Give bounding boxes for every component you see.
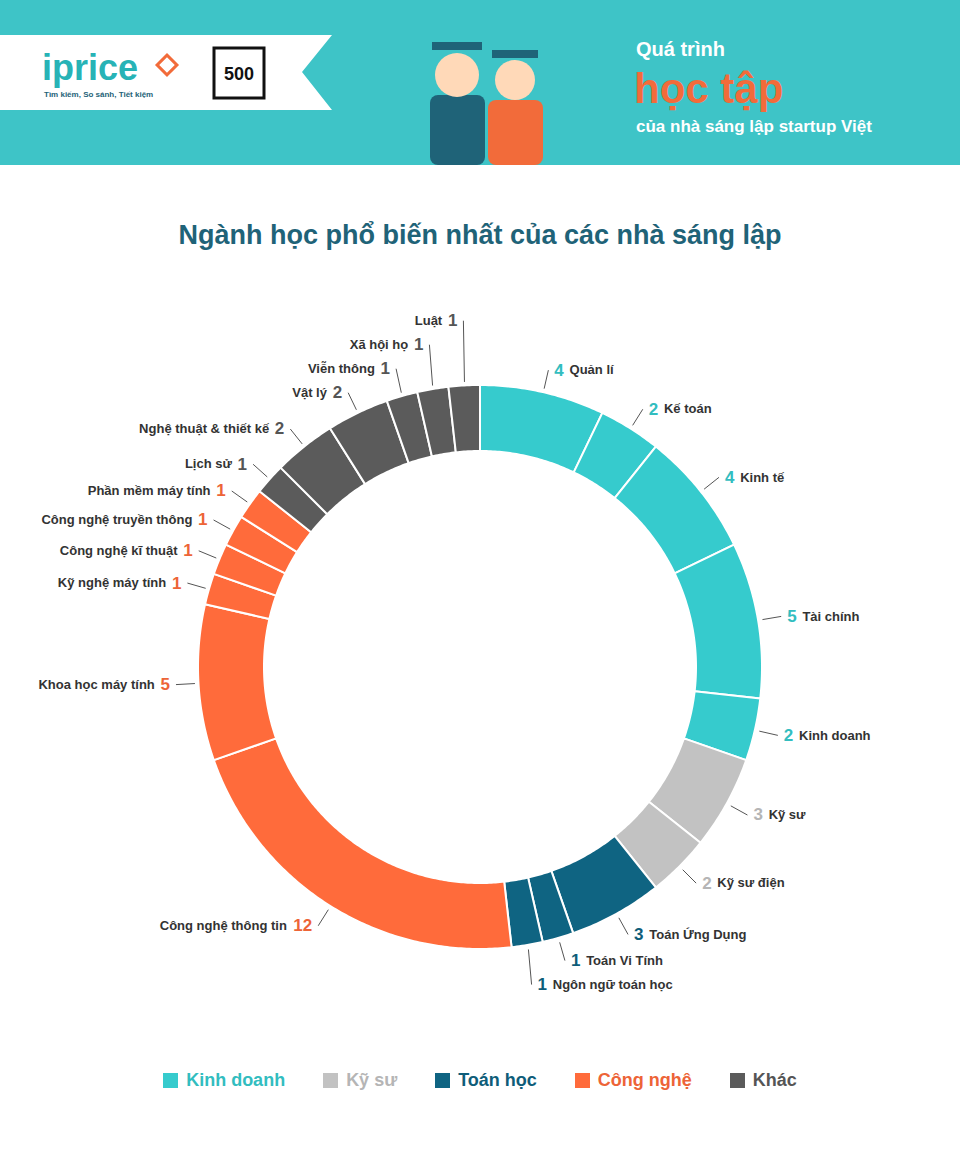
svg-text:Nghệ thuật & thiết kế: Nghệ thuật & thiết kế — [139, 421, 270, 436]
svg-text:Luật: Luật — [415, 313, 443, 328]
svg-text:Tìm kiếm, So sánh, Tiết kiệm: Tìm kiếm, So sánh, Tiết kiệm — [44, 90, 153, 99]
svg-text:Kỹ nghệ máy tính: Kỹ nghệ máy tính — [58, 575, 166, 590]
html-text:Khác: Khác — [752, 1069, 797, 1090]
svg-text:1: 1 — [538, 975, 547, 994]
html-text:Kinh doanh: Kinh doanh — [186, 1069, 286, 1090]
svg-text:Toán Vi Tính: Toán Vi Tính — [586, 953, 663, 968]
svg-text:Quản lí: Quản lí — [570, 362, 614, 377]
html-text:Kỹ sư: Kỹ sư — [346, 1069, 398, 1090]
svg-text:Kinh doanh: Kinh doanh — [799, 728, 871, 743]
svg-text:1: 1 — [238, 455, 247, 474]
svg-text:Kỹ sư: Kỹ sư — [769, 807, 806, 822]
svg-text:Ngôn ngữ toán học: Ngôn ngữ toán học — [553, 977, 673, 992]
svg-text:1: 1 — [183, 541, 192, 560]
svg-text:Toán Ứng Dụng: Toán Ứng Dụng — [649, 927, 746, 942]
svg-text:3: 3 — [753, 805, 762, 824]
svg-text:2: 2 — [784, 726, 793, 745]
html-text:Ngành học phổ biến nhất của cá: Ngành học phổ biến nhất của các nhà sáng… — [178, 220, 782, 250]
svg-text:Vật lý: Vật lý — [292, 385, 327, 400]
svg-text:của nhà sáng lập startup Việt: của nhà sáng lập startup Việt — [636, 117, 872, 136]
svg-text:1: 1 — [414, 335, 423, 354]
html-text:Công nghệ: Công nghệ — [597, 1069, 692, 1090]
svg-text:Kế toán: Kế toán — [664, 401, 712, 416]
svg-text:4: 4 — [554, 361, 564, 380]
svg-text:2: 2 — [275, 419, 284, 438]
svg-text:5: 5 — [161, 675, 170, 694]
svg-text:Khoa học máy tính: Khoa học máy tính — [38, 677, 154, 692]
svg-text:1: 1 — [448, 311, 457, 330]
svg-text:Tài chính: Tài chính — [802, 609, 859, 624]
svg-text:iprice: iprice — [42, 47, 138, 88]
svg-text:Phần mềm máy tính: Phần mềm máy tính — [88, 483, 211, 498]
svg-text:12: 12 — [293, 916, 312, 935]
svg-text:học tập: học tập — [634, 65, 783, 112]
svg-text:500: 500 — [224, 64, 254, 84]
svg-text:1: 1 — [571, 951, 580, 970]
html-text:Toán học: Toán học — [458, 1069, 537, 1090]
svg-text:Xã hội họ: Xã hội họ — [350, 337, 409, 352]
svg-text:5: 5 — [787, 607, 796, 626]
svg-text:4: 4 — [725, 468, 735, 487]
svg-text:Quá trình: Quá trình — [636, 38, 725, 60]
svg-text:2: 2 — [333, 383, 342, 402]
svg-text:1: 1 — [172, 574, 181, 593]
svg-text:3: 3 — [634, 925, 643, 944]
svg-text:Lịch sử: Lịch sử — [185, 456, 233, 471]
svg-text:2: 2 — [702, 874, 711, 893]
svg-text:Công nghệ thông tin: Công nghệ thông tin — [160, 918, 287, 933]
svg-text:1: 1 — [198, 510, 207, 529]
svg-text:1: 1 — [381, 359, 390, 378]
svg-text:Kỹ sư điện: Kỹ sư điện — [717, 875, 784, 890]
svg-text:Công nghệ truyền thông: Công nghệ truyền thông — [41, 512, 192, 527]
svg-text:Công nghệ kĩ thuật: Công nghệ kĩ thuật — [60, 543, 178, 558]
svg-text:2: 2 — [649, 400, 658, 419]
svg-text:1: 1 — [216, 481, 225, 500]
svg-text:Kinh tế: Kinh tế — [740, 469, 785, 484]
svg-text:Viễn thông: Viễn thông — [308, 361, 375, 376]
